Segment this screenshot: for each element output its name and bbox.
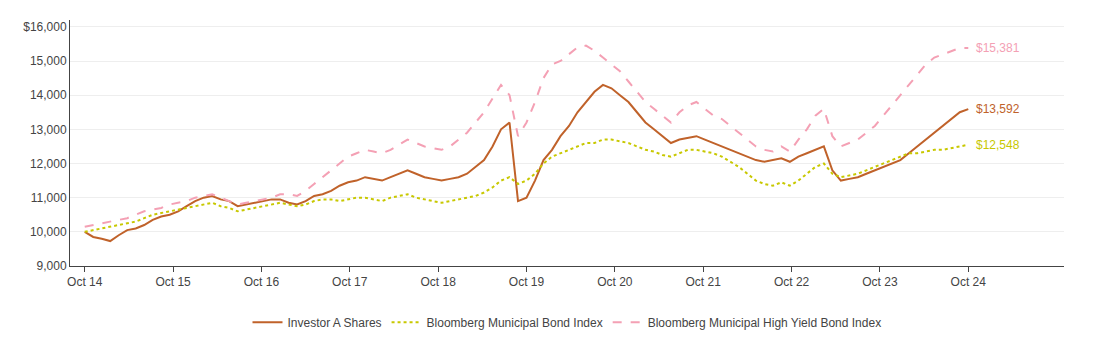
svg-text:9,000: 9,000 <box>37 259 67 273</box>
svg-text:Oct 15: Oct 15 <box>155 275 191 289</box>
svg-text:Investor A Shares: Investor A Shares <box>288 316 382 330</box>
svg-text:13,000: 13,000 <box>30 123 67 137</box>
svg-text:Oct 18: Oct 18 <box>420 275 456 289</box>
svg-text:$12,548: $12,548 <box>976 138 1020 152</box>
svg-text:Bloomberg Municipal Bond Index: Bloomberg Municipal Bond Index <box>427 316 603 330</box>
svg-text:11,000: 11,000 <box>31 191 67 205</box>
svg-text:Oct 20: Oct 20 <box>597 275 633 289</box>
svg-text:10,000: 10,000 <box>30 225 67 239</box>
svg-text:Bloomberg Municipal High Yield: Bloomberg Municipal High Yield Bond Inde… <box>648 316 881 330</box>
svg-text:15,000: 15,000 <box>30 54 67 68</box>
svg-text:12,000: 12,000 <box>30 157 67 171</box>
svg-text:Oct 21: Oct 21 <box>686 275 722 289</box>
svg-text:Oct 14: Oct 14 <box>67 275 103 289</box>
svg-text:$15,381: $15,381 <box>976 41 1020 55</box>
svg-text:Oct 19: Oct 19 <box>509 275 545 289</box>
svg-text:Oct 16: Oct 16 <box>244 275 280 289</box>
svg-text:14,000: 14,000 <box>30 88 67 102</box>
svg-text:$13,592: $13,592 <box>976 102 1020 116</box>
svg-text:Oct 22: Oct 22 <box>774 275 810 289</box>
svg-text:Oct 24: Oct 24 <box>951 275 987 289</box>
svg-text:Oct 17: Oct 17 <box>332 275 368 289</box>
svg-text:Oct 23: Oct 23 <box>862 275 898 289</box>
svg-text:$16,000: $16,000 <box>23 20 67 34</box>
